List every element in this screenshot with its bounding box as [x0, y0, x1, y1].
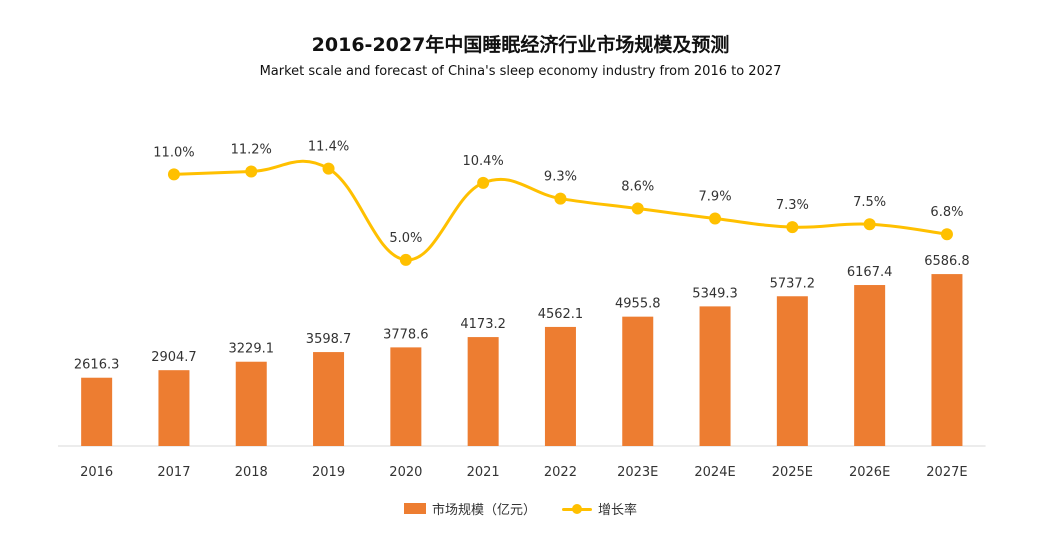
- growth-rate-label: 5.0%: [389, 231, 422, 246]
- legend-swatch-bar: [403, 503, 426, 514]
- x-tick-label: 2027E: [926, 465, 967, 480]
- bar-value-label: 3229.1: [229, 342, 275, 357]
- x-tick-label: 2021: [467, 465, 500, 480]
- bar-value-label: 3778.6: [383, 327, 429, 342]
- growth-rate-label: 11.2%: [231, 143, 272, 158]
- bar-value-label: 4173.2: [460, 317, 506, 332]
- growth-rate-point-2021: [477, 176, 490, 189]
- bar-value-label: 6586.8: [924, 254, 970, 269]
- bar-value-label: 2904.7: [151, 350, 197, 365]
- x-tick-label: 2026E: [849, 465, 890, 480]
- legend-label-market-scale: 市场规模（亿元）: [431, 503, 536, 518]
- x-tick-label: 2019: [312, 465, 345, 480]
- bar-2017: [158, 370, 190, 446]
- growth-rate-label: 6.8%: [930, 205, 963, 220]
- growth-rate-label: 7.5%: [853, 195, 886, 210]
- bar-value-label: 5349.3: [692, 286, 738, 301]
- x-tick-label: 2016: [80, 465, 113, 480]
- growth-rate-point-2017: [167, 168, 180, 181]
- x-tick-label: 2024E: [694, 465, 735, 480]
- bar-value-label: 5737.2: [770, 276, 816, 291]
- x-tick-label: 2018: [235, 465, 268, 480]
- growth-rate-point-2018: [245, 165, 258, 178]
- growth-rate-point-2024E: [709, 212, 722, 225]
- bar-2025E: [776, 296, 808, 446]
- growth-rate-point-2025E: [786, 221, 799, 234]
- bar-2026E: [854, 285, 886, 446]
- growth-rate-label: 8.6%: [621, 180, 654, 195]
- chart-subtitle: Market scale and forecast of China's sle…: [259, 64, 782, 79]
- bar-value-label: 4955.8: [615, 297, 661, 312]
- bar-value-label: 6167.4: [847, 265, 893, 280]
- bar-2027E: [931, 274, 963, 446]
- bar-value-label: 3598.7: [306, 332, 352, 347]
- x-tick-label: 2017: [157, 465, 190, 480]
- bar-2020: [390, 347, 422, 446]
- legend-label-growth-rate: 增长率: [598, 503, 638, 518]
- bar-2022: [544, 326, 576, 446]
- growth-rate-point-2019: [322, 162, 335, 175]
- bar-value-label: 2616.3: [74, 358, 120, 373]
- legend-swatch-line: [562, 503, 592, 515]
- bar-2023E: [622, 316, 654, 446]
- growth-rate-point-2023E: [631, 202, 644, 215]
- growth-rate-label: 9.3%: [544, 170, 577, 185]
- growth-rate-point-2026E: [863, 218, 876, 231]
- bar-2018: [235, 361, 267, 446]
- chart-legend: 市场规模（亿元） 增长率: [0, 499, 1041, 518]
- growth-rate-label: 7.9%: [699, 190, 732, 205]
- growth-rate-point-2027E: [940, 228, 953, 241]
- x-tick-label: 2022: [544, 465, 577, 480]
- bar-2016: [81, 377, 113, 446]
- x-tick-label: 2023E: [617, 465, 658, 480]
- legend-item-growth-rate: 增长率: [562, 499, 637, 518]
- growth-rate-label: 7.3%: [776, 198, 809, 213]
- growth-rate-point-2022: [554, 192, 567, 205]
- bar-2024E: [699, 306, 731, 446]
- bar-2019: [313, 352, 345, 446]
- growth-rate-label: 10.4%: [462, 154, 503, 169]
- growth-rate-point-2020: [399, 253, 412, 266]
- legend-item-market-scale: 市场规模（亿元）: [403, 499, 536, 518]
- growth-rate-line: [173, 159, 948, 262]
- x-tick-label: 2020: [389, 465, 422, 480]
- x-tick-label: 2025E: [772, 465, 813, 480]
- chart-title: 2016-2027年中国睡眠经济行业市场规模及预测: [311, 34, 730, 56]
- bar-value-label: 4562.1: [538, 307, 584, 322]
- growth-rate-label: 11.0%: [153, 145, 194, 160]
- growth-rate-label: 11.4%: [308, 140, 349, 155]
- bar-2021: [467, 337, 499, 446]
